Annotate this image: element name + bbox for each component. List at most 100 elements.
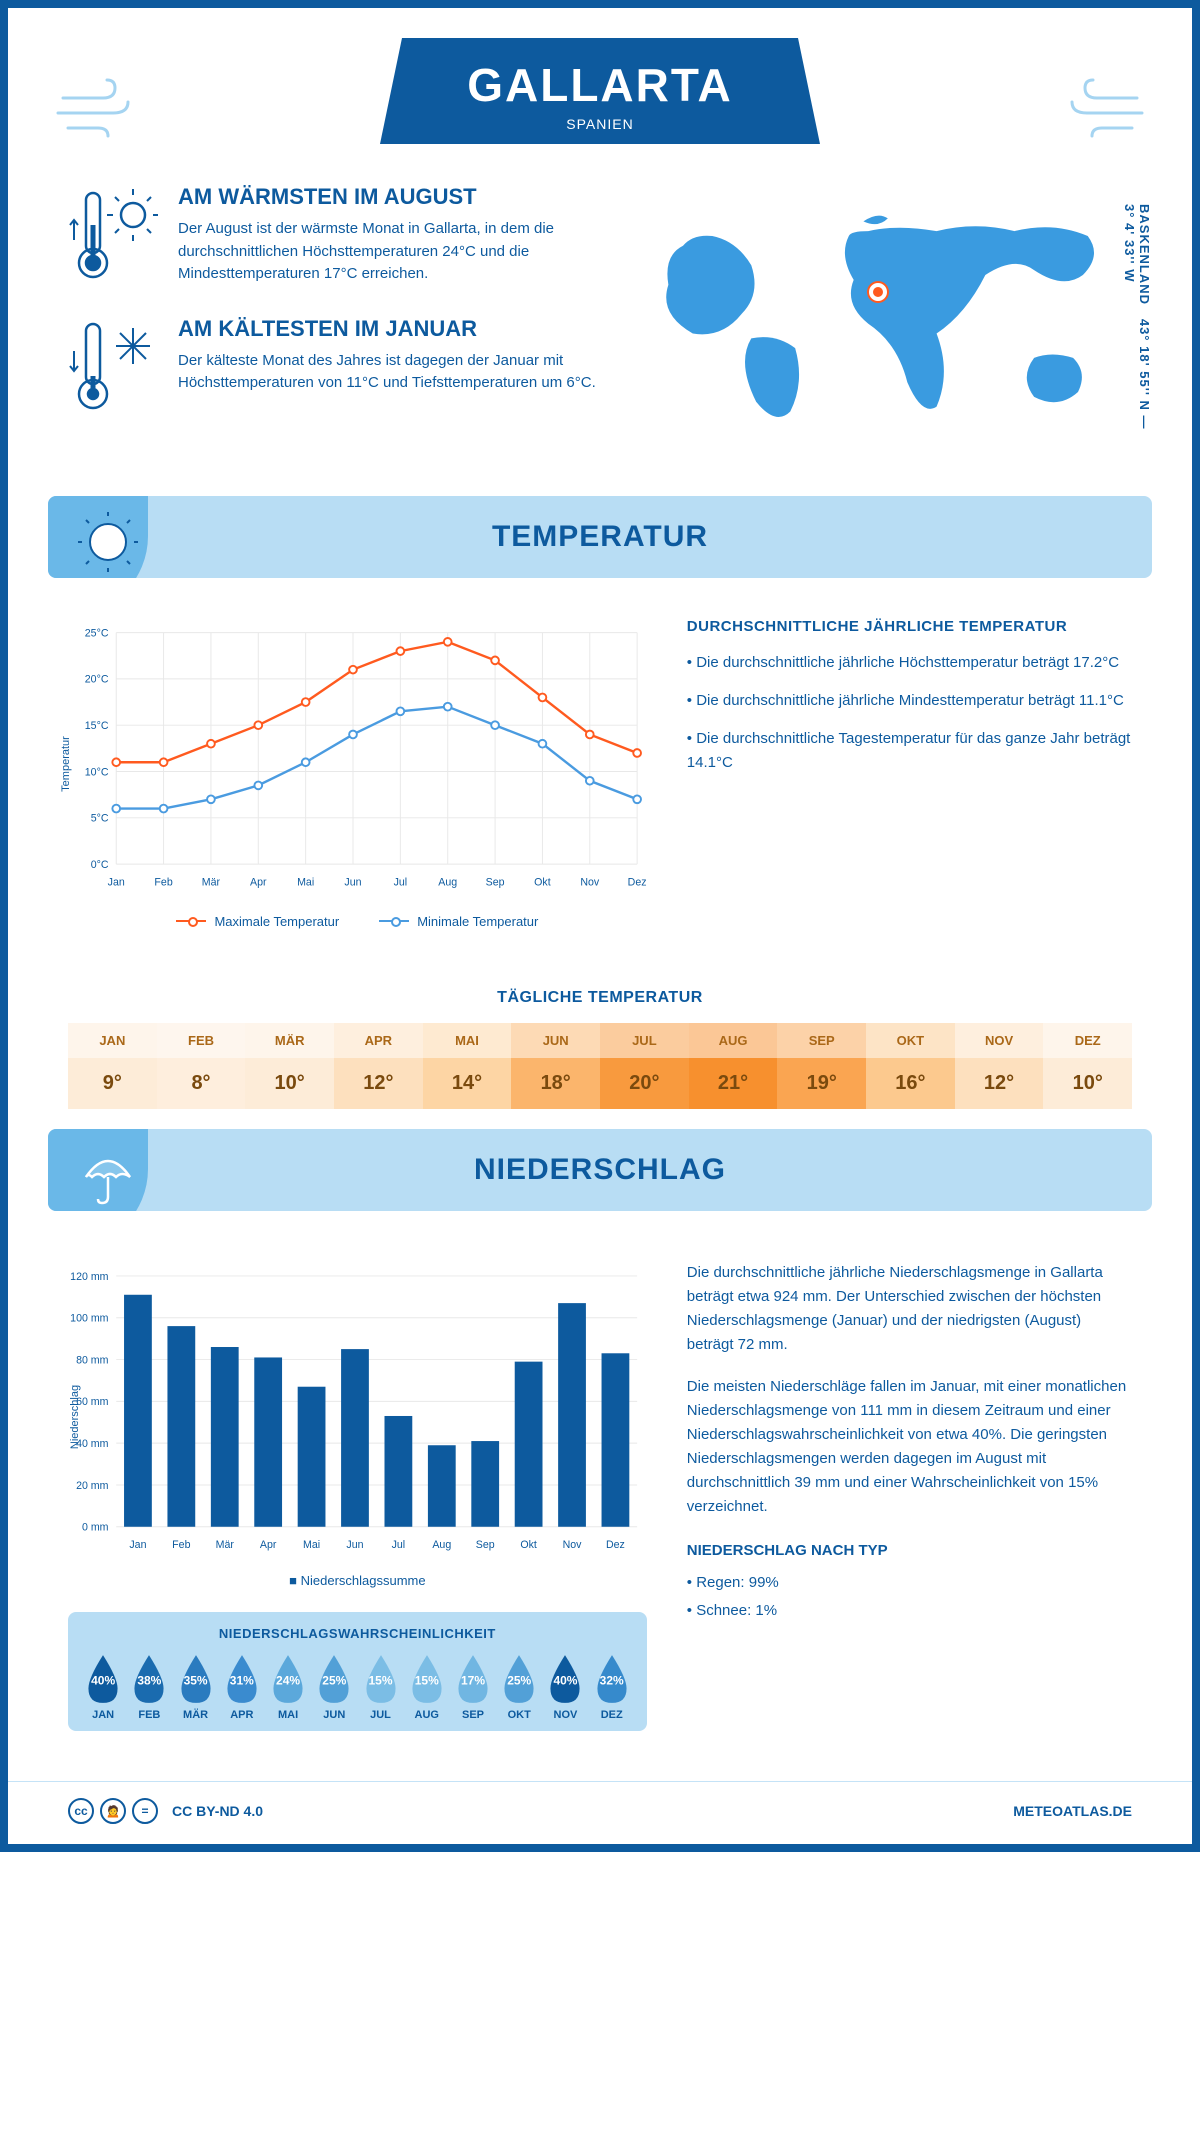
fact-warmest: AM WÄRMSTEN IM AUGUST Der August ist der… <box>68 184 604 286</box>
precip-type-heading: NIEDERSCHLAG NACH TYP <box>687 1539 1132 1563</box>
daily-cell: OKT16° <box>866 1023 955 1109</box>
precip-para-2: Die meisten Niederschläge fallen im Janu… <box>687 1375 1132 1519</box>
fact-warm-title: AM WÄRMSTEN IM AUGUST <box>178 184 604 210</box>
svg-text:Sep: Sep <box>486 876 505 888</box>
precipitation-probability-box: NIEDERSCHLAGSWAHRSCHEINLICHKEIT 40%JAN38… <box>68 1612 647 1731</box>
wind-icon-right <box>1057 78 1147 162</box>
svg-text:Mär: Mär <box>216 1538 235 1550</box>
probability-drop: 38%FEB <box>126 1653 172 1721</box>
svg-text:Mär: Mär <box>202 876 221 888</box>
temp-info-line: • Die durchschnittliche Tagestemperatur … <box>687 727 1132 775</box>
svg-text:Mai: Mai <box>303 1538 320 1550</box>
header-region: GALLARTA SPANIEN <box>8 38 1192 144</box>
svg-text:Dez: Dez <box>628 876 647 888</box>
svg-text:Okt: Okt <box>534 876 551 888</box>
probability-drop: 40%JAN <box>80 1653 126 1721</box>
temp-info-heading: DURCHSCHNITTLICHE JÄHRLICHE TEMPERATUR <box>687 618 1132 635</box>
site-name: METEOATLAS.DE <box>1013 1803 1132 1819</box>
svg-text:15°C: 15°C <box>85 720 109 732</box>
precip-para-1: Die durchschnittliche jährliche Niedersc… <box>687 1261 1132 1357</box>
prob-title: NIEDERSCHLAGSWAHRSCHEINLICHKEIT <box>80 1626 635 1641</box>
city-name: GALLARTA <box>420 58 780 112</box>
svg-text:80 mm: 80 mm <box>76 1354 109 1366</box>
probability-drop: 15%AUG <box>404 1653 450 1721</box>
svg-text:0 mm: 0 mm <box>82 1521 109 1533</box>
thermometer-sun-icon <box>68 184 158 286</box>
svg-text:Mai: Mai <box>297 876 314 888</box>
daily-cell: MAI14° <box>423 1023 512 1109</box>
daily-cell: DEZ10° <box>1043 1023 1132 1109</box>
thermometer-snow-icon <box>68 316 158 416</box>
daily-temp-title: TÄGLICHE TEMPERATUR <box>8 989 1192 1007</box>
temp-info-text: DURCHSCHNITTLICHE JÄHRLICHE TEMPERATUR •… <box>687 618 1132 929</box>
precip-y-label: Niederschlag <box>69 1384 81 1448</box>
section-title: NIEDERSCHLAG <box>474 1153 726 1186</box>
svg-text:Jan: Jan <box>108 876 125 888</box>
svg-text:Dez: Dez <box>606 1538 625 1550</box>
sun-icon <box>78 512 138 578</box>
svg-text:100 mm: 100 mm <box>70 1312 108 1324</box>
svg-text:Nov: Nov <box>563 1538 583 1550</box>
location-marker <box>869 283 887 301</box>
daily-cell: APR12° <box>334 1023 423 1109</box>
svg-text:20 mm: 20 mm <box>76 1479 109 1491</box>
world-map <box>644 184 1132 444</box>
license-text: CC BY-ND 4.0 <box>172 1803 263 1819</box>
svg-text:Feb: Feb <box>154 876 172 888</box>
probability-drop: 25%JUN <box>311 1653 357 1721</box>
fact-coldest: AM KÄLTESTEN IM JANUAR Der kälteste Mona… <box>68 316 604 416</box>
by-icon: 🙍 <box>100 1798 126 1824</box>
section-header-temperature: TEMPERATUR <box>48 496 1152 578</box>
probability-drop: 17%SEP <box>450 1653 496 1721</box>
fact-cold-text: Der kälteste Monat des Jahres ist dagege… <box>178 350 604 395</box>
probability-drop: 24%MAI <box>265 1653 311 1721</box>
precip-type-line: • Schnee: 1% <box>687 1599 1132 1623</box>
svg-text:Jun: Jun <box>344 876 361 888</box>
section-title: TEMPERATUR <box>492 520 708 553</box>
probability-drop: 40%NOV <box>542 1653 588 1721</box>
svg-text:Jul: Jul <box>392 1538 406 1550</box>
country-name: SPANIEN <box>420 116 780 132</box>
svg-text:Aug: Aug <box>432 1538 451 1550</box>
precip-text: Die durchschnittliche jährliche Niedersc… <box>687 1261 1132 1731</box>
probability-drop: 35%MÄR <box>172 1653 218 1721</box>
probability-drop: 31%APR <box>219 1653 265 1721</box>
temperature-chart: Temperatur 0°C5°C10°C15°C20°C25°CJanFebM… <box>68 618 647 929</box>
svg-text:10°C: 10°C <box>85 766 109 778</box>
svg-text:Okt: Okt <box>520 1538 537 1550</box>
svg-text:Apr: Apr <box>260 1538 277 1550</box>
temp-info-line: • Die durchschnittliche jährliche Höchst… <box>687 651 1132 675</box>
svg-text:Aug: Aug <box>438 876 457 888</box>
temp-y-label: Temperatur <box>60 736 72 792</box>
svg-text:Nov: Nov <box>580 876 600 888</box>
daily-temp-table: JAN9°FEB8°MÄR10°APR12°MAI14°JUN18°JUL20°… <box>68 1023 1132 1109</box>
section-header-precipitation: NIEDERSCHLAG <box>48 1129 1152 1211</box>
cc-icon: cc <box>68 1798 94 1824</box>
svg-text:Jun: Jun <box>346 1538 363 1550</box>
svg-text:5°C: 5°C <box>91 812 109 824</box>
svg-text:Jan: Jan <box>129 1538 146 1550</box>
probability-drop: 25%OKT <box>496 1653 542 1721</box>
daily-cell: NOV12° <box>955 1023 1044 1109</box>
svg-text:20°C: 20°C <box>85 673 109 685</box>
daily-cell: FEB8° <box>157 1023 246 1109</box>
umbrella-icon <box>78 1145 138 1211</box>
nd-icon: = <box>132 1798 158 1824</box>
daily-cell: JAN9° <box>68 1023 157 1109</box>
fact-cold-title: AM KÄLTESTEN IM JANUAR <box>178 316 604 342</box>
svg-text:120 mm: 120 mm <box>70 1270 108 1282</box>
svg-text:25°C: 25°C <box>85 627 109 639</box>
license-badges: cc 🙍 = CC BY-ND 4.0 <box>68 1798 263 1824</box>
daily-cell: AUG21° <box>689 1023 778 1109</box>
title-banner: GALLARTA SPANIEN <box>380 38 820 144</box>
daily-cell: SEP19° <box>777 1023 866 1109</box>
precip-type-line: • Regen: 99% <box>687 1571 1132 1595</box>
temp-legend: Maximale Temperatur Minimale Temperatur <box>68 914 647 929</box>
daily-cell: JUL20° <box>600 1023 689 1109</box>
footer: cc 🙍 = CC BY-ND 4.0 METEOATLAS.DE <box>8 1781 1192 1844</box>
svg-text:Jul: Jul <box>394 876 408 888</box>
svg-text:Sep: Sep <box>476 1538 495 1550</box>
precipitation-chart: Niederschlag 0 mm20 mm40 mm60 mm80 mm100… <box>68 1261 647 1561</box>
probability-drop: 15%JUL <box>357 1653 403 1721</box>
svg-text:0°C: 0°C <box>91 858 109 870</box>
